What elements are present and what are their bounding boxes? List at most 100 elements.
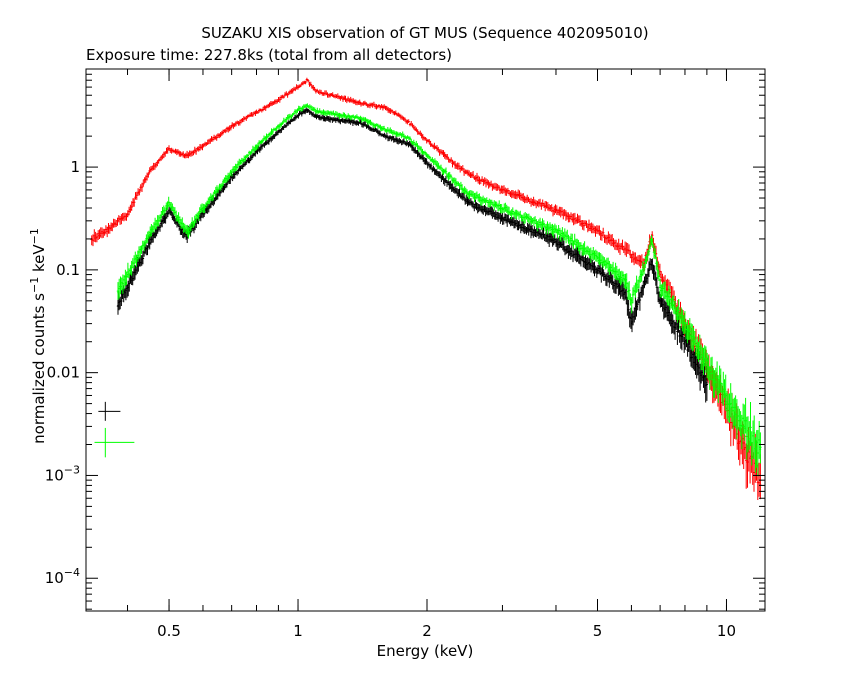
data-point <box>426 154 428 157</box>
x-axis-label: Energy (keV) <box>377 642 474 660</box>
data-point <box>630 322 633 325</box>
data-point <box>759 448 762 451</box>
data-point <box>406 142 409 145</box>
marker-0 <box>98 401 121 421</box>
y-label-prefix: normalized counts s <box>30 293 48 444</box>
data-point <box>126 285 129 287</box>
data-point <box>297 86 299 88</box>
data-point <box>651 238 653 240</box>
data-point <box>406 120 409 122</box>
y-tick-label: 0.01 <box>47 364 80 382</box>
data-point <box>277 125 280 127</box>
y-tick-label: 1 <box>70 158 80 176</box>
chart-subtitle: Exposure time: 227.8ks (total from all d… <box>86 46 452 64</box>
data-point <box>168 148 170 150</box>
y-tick-label: 10−4 <box>45 566 80 587</box>
data-point <box>642 285 645 287</box>
data-point <box>277 99 280 101</box>
data-point <box>555 230 557 232</box>
y-label-mid: keV <box>30 244 48 277</box>
data-point <box>168 209 170 212</box>
data-point <box>331 94 333 96</box>
series-1 <box>116 107 709 403</box>
plot-frame <box>85 68 766 612</box>
y-tick-exp: −3 <box>64 463 80 476</box>
data-point <box>659 300 661 302</box>
data-point <box>126 213 129 215</box>
data-point <box>596 269 599 271</box>
data-point <box>426 162 428 164</box>
series-2 <box>116 103 762 477</box>
y-axis-label: normalized counts s−1 keV−1 <box>28 228 48 444</box>
data-point <box>406 136 409 139</box>
markers-layer <box>94 401 135 458</box>
data-point <box>277 131 280 133</box>
data-point <box>359 117 362 119</box>
data-point <box>148 242 151 245</box>
data-point <box>651 233 653 236</box>
series-1-errorbars <box>116 107 709 403</box>
y-label-sup1: −1 <box>28 277 41 293</box>
data-point <box>315 90 317 92</box>
data-point <box>684 322 686 325</box>
x-tick-label: 1 <box>293 622 303 640</box>
y-tick-label: 10−3 <box>45 463 80 484</box>
data-point <box>501 207 504 209</box>
data-point <box>315 115 317 118</box>
data-point <box>384 129 387 131</box>
data-point <box>684 340 686 343</box>
data-point <box>117 304 119 307</box>
x-axis: 0.5 1 2 5 10 <box>127 69 736 640</box>
data-point <box>359 102 362 104</box>
y-tick-label: 0.1 <box>56 261 80 279</box>
data-point <box>743 448 745 451</box>
data-point <box>426 140 428 142</box>
data-point <box>706 363 708 366</box>
data-point <box>202 145 204 147</box>
data-point <box>202 207 204 209</box>
data-point <box>230 171 233 173</box>
data-point <box>743 425 745 428</box>
data-point <box>659 273 661 276</box>
data-point <box>452 162 454 164</box>
data-point <box>306 79 308 81</box>
chart-title: SUZAKU XIS observation of GT MUS (Sequen… <box>201 24 648 42</box>
data-point <box>186 231 188 234</box>
data-point <box>642 269 645 271</box>
data-point <box>501 189 504 191</box>
data-point <box>230 125 233 127</box>
y-tick-base: 10 <box>45 569 64 587</box>
data-point <box>255 151 258 153</box>
data-point <box>331 118 333 121</box>
x-tick-label: 2 <box>422 622 432 640</box>
data-point <box>630 300 633 302</box>
data-point <box>107 228 109 230</box>
data-point <box>467 201 470 204</box>
y-tick-base: 10 <box>45 466 64 484</box>
data-point <box>230 176 233 178</box>
series-0 <box>90 77 762 500</box>
data-point <box>202 213 204 215</box>
data-point <box>168 201 170 204</box>
data-point <box>725 394 728 397</box>
data-point <box>255 145 258 147</box>
data-point <box>443 179 446 181</box>
series-2-errorbars <box>116 103 762 477</box>
data-point <box>467 193 470 195</box>
data-point <box>555 209 557 212</box>
data-point <box>255 111 258 114</box>
data-point <box>443 171 446 173</box>
data-point <box>624 291 626 294</box>
data-point <box>297 109 299 111</box>
data-point <box>467 173 470 176</box>
data-point <box>384 106 387 109</box>
data-point <box>331 113 333 115</box>
data-point <box>501 217 504 219</box>
data-point <box>659 285 661 287</box>
data-point <box>186 154 188 157</box>
data-point <box>596 257 599 260</box>
x-tick-label: 0.5 <box>157 622 181 640</box>
data-point <box>315 110 317 112</box>
